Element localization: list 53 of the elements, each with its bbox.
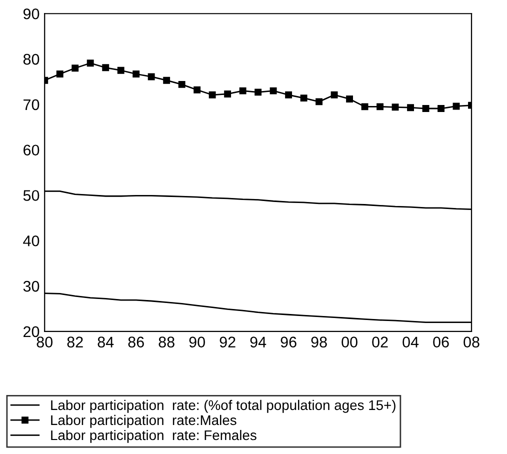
point (72, 64, 79, 72)
point (117, 66, 124, 74)
point (239, 87, 246, 94)
y-tick-label: 70 (24, 99, 40, 110)
legend-label: Labor participation rate: Females (51, 430, 256, 443)
point (56, 70, 64, 78)
point (285, 91, 292, 98)
x-tick-label: 08 (464, 336, 480, 348)
x-tick-label: 86 (128, 336, 144, 348)
x-tick-label: 82 (67, 336, 83, 348)
y-tick-label: 90 (23, 8, 40, 20)
point (407, 104, 414, 112)
point (224, 90, 232, 98)
x-tick-label: 88 (158, 336, 174, 348)
x-tick-label: 92 (220, 336, 236, 348)
x-tick-label: 00 (342, 336, 358, 348)
point (361, 103, 368, 110)
y-tick-label: 40 (23, 235, 40, 246)
legend-label: Labor participation rate:Males (51, 414, 236, 428)
point (86, 60, 94, 67)
y-tick-label: 30 (23, 280, 40, 292)
point (148, 73, 155, 80)
x-tick-label: 02 (372, 336, 388, 348)
point (102, 64, 110, 72)
point (178, 80, 186, 88)
x-tick-label: 98 (311, 336, 327, 348)
point (300, 94, 308, 102)
point (452, 102, 460, 110)
point (422, 105, 430, 112)
y-tick-label: 80 (23, 54, 40, 65)
point (376, 103, 384, 110)
point (208, 91, 216, 98)
point (392, 104, 399, 111)
x-tick-label: 04 (402, 336, 419, 348)
point (316, 98, 323, 106)
x-tick-label: 84 (98, 336, 114, 348)
x-tick-label: 80 (36, 336, 53, 348)
y-tick-label: 60 (24, 144, 40, 156)
y-tick-label: 20 (24, 326, 40, 338)
x-tick-label: 94 (250, 336, 266, 348)
legend-label: Labor participation rate: (%of total population ages 15+) (51, 400, 396, 413)
y-tick-label: 50 (23, 190, 40, 201)
x-tick-label: 96 (280, 336, 296, 348)
point (270, 87, 277, 94)
point (330, 91, 338, 98)
point (163, 76, 170, 84)
point (132, 70, 140, 78)
point (438, 105, 444, 112)
x-tick-label: 90 (189, 336, 205, 348)
point (254, 88, 262, 96)
point (194, 86, 201, 94)
point (346, 96, 354, 102)
x-tick-label: 06 (433, 336, 449, 348)
